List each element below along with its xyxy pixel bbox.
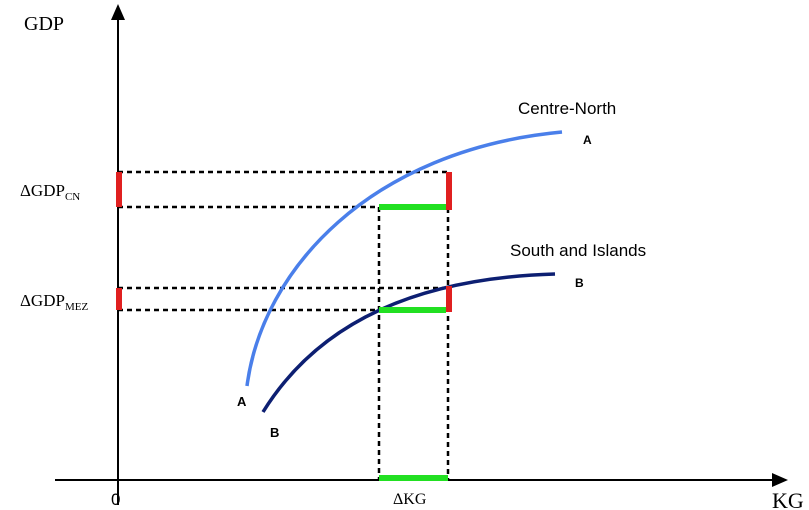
delta-gdp-mez-label: ΔGDPMEZ bbox=[20, 291, 88, 313]
label-centre-north-start: A bbox=[237, 394, 247, 409]
delta-gdp-cn-subscript: CN bbox=[65, 191, 80, 203]
y-axis-label: GDP bbox=[24, 13, 64, 35]
x-axis-arrowhead bbox=[772, 473, 788, 487]
label-south-islands: South and Islands bbox=[510, 241, 646, 260]
curve-centre-north bbox=[245, 130, 563, 387]
label-centre-north: Centre-North bbox=[518, 99, 616, 118]
delta-kg-label: ΔKG bbox=[393, 491, 427, 508]
delta-gdp-mez-subscript: MEZ bbox=[65, 301, 89, 313]
label-south-islands-start: B bbox=[270, 425, 279, 440]
curve-south-islands bbox=[261, 272, 556, 413]
y-axis-arrowhead bbox=[111, 4, 125, 20]
label-south-islands-end: B bbox=[575, 276, 584, 290]
origin-label: 0 bbox=[111, 490, 120, 509]
label-centre-north-end: A bbox=[583, 133, 592, 147]
x-axis-label: KG bbox=[772, 488, 804, 510]
dashed-guides bbox=[118, 170, 450, 480]
delta-gdp-cn-label: ΔGDPCN bbox=[20, 181, 80, 203]
